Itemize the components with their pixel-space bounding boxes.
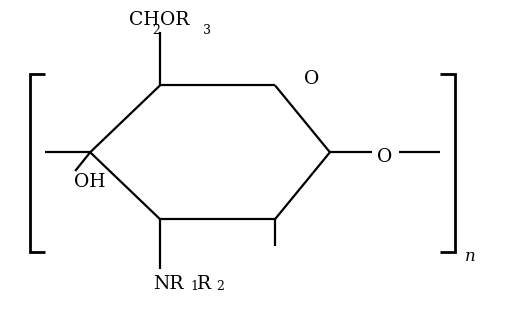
Text: CH: CH: [129, 11, 160, 29]
Text: OH: OH: [74, 172, 106, 191]
Text: R: R: [196, 275, 211, 293]
Text: 2: 2: [217, 280, 224, 293]
Text: 3: 3: [203, 24, 211, 37]
Text: 1: 1: [190, 280, 198, 293]
Text: O: O: [377, 148, 392, 166]
Text: OR: OR: [160, 11, 189, 29]
Text: 2: 2: [152, 24, 160, 37]
Text: n: n: [465, 248, 475, 265]
Text: NR: NR: [153, 275, 183, 293]
Text: O: O: [304, 70, 319, 88]
